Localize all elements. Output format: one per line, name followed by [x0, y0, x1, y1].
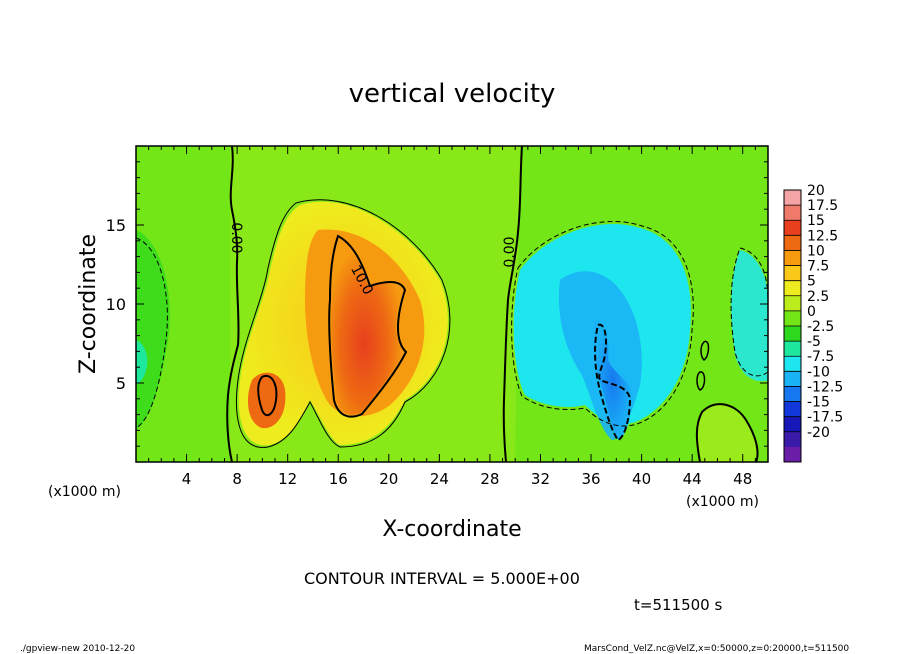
colorbar-label: 20 — [807, 183, 825, 199]
colorbar-segment — [784, 416, 801, 433]
y-axis: 5 10 15 — [106, 161, 768, 447]
colorbar-label: -2.5 — [807, 319, 834, 335]
contour-5-bottom-right — [695, 403, 759, 462]
contour-10 — [328, 234, 408, 418]
x-tick-label: 28 — [480, 470, 499, 488]
x-tick-label: 40 — [632, 470, 651, 488]
colorbar-segment — [784, 326, 801, 342]
colorbar-label: -20 — [807, 425, 830, 441]
contour-small-2 — [700, 340, 710, 361]
x-tick-label: 48 — [733, 470, 752, 488]
colorbar-label: -7.5 — [807, 349, 834, 365]
contour-label-zero-mid: 0.00 — [502, 236, 518, 267]
colorbar-label: 12.5 — [807, 228, 838, 244]
colorbar-segment — [784, 295, 801, 312]
x-tick-label: 20 — [379, 470, 398, 488]
y-tick-label: 5 — [116, 374, 126, 393]
footer-right: MarsCond_VelZ.nc@VelZ,x=0:50000,z=0:2000… — [584, 644, 849, 654]
colorbar-label: -12.5 — [807, 379, 843, 395]
x-unit-label-right: (x1000 m) — [686, 494, 759, 510]
plot-area: 0.00 10.0 0.00 — [136, 146, 768, 462]
x-tick-label: 32 — [531, 470, 550, 488]
colorbar-segment — [784, 205, 801, 221]
bottom-right-updraft — [697, 405, 757, 462]
colorbar-label: 15 — [807, 213, 825, 229]
x-tick-label: 36 — [581, 470, 600, 488]
colorbar-segment — [784, 250, 801, 267]
colorbar-label: 2.5 — [807, 289, 829, 305]
colorbar-label: -5 — [807, 334, 821, 350]
colorbar-segment — [784, 190, 801, 206]
y-axis-label: Z-coordinate — [76, 234, 101, 374]
colorbar-label: -10 — [807, 364, 830, 380]
colorbar-segment — [784, 446, 801, 463]
x-tick-label: 8 — [232, 470, 242, 488]
zero-contour-mid — [502, 146, 523, 462]
x-unit-label-left: (x1000 m) — [48, 484, 121, 500]
colorbar: 2017.51512.5107.552.50-2.5-5-7.5-10-12.5… — [783, 183, 843, 463]
y-tick-label: 10 — [106, 295, 126, 314]
colorbar-label: 10 — [807, 243, 825, 259]
contour-minus5 — [511, 221, 694, 427]
downdraft-core — [593, 319, 632, 440]
right-edge-downdraft — [731, 250, 768, 382]
colorbar-segment — [784, 265, 801, 282]
colorbar-segment — [784, 371, 801, 387]
colorbar-segment — [784, 341, 801, 357]
colorbar-label: 7.5 — [807, 259, 829, 275]
zero-contour-left — [226, 146, 240, 462]
time-label: t=511500 s — [634, 596, 722, 614]
x-axis: 4 8 12 16 20 24 28 32 36 40 44 48 — [148, 146, 756, 488]
x-tick-label: 12 — [278, 470, 297, 488]
x-axis-label: X-coordinate — [382, 517, 521, 542]
colorbar-segment — [784, 220, 801, 236]
colorbar-label: 0 — [807, 304, 816, 320]
colorbar-label: -17.5 — [807, 410, 843, 426]
contour-interval: CONTOUR INTERVAL = 5.000E+00 — [304, 569, 580, 588]
colorbar-segment — [784, 356, 801, 372]
contour-small-1 — [696, 371, 706, 391]
colorbar-segment — [784, 386, 801, 403]
contour-10-secondary — [257, 374, 278, 417]
colorbar-segment — [784, 280, 801, 297]
x-tick-label: 24 — [430, 470, 449, 488]
y-tick-label: 15 — [106, 216, 126, 235]
colorbar-label: -15 — [807, 395, 830, 411]
colorbar-label: 17.5 — [807, 198, 838, 214]
colorbar-label: 5 — [807, 274, 816, 290]
contour-minus10 — [594, 323, 632, 442]
contour-label-zero-left: 0.00 — [228, 222, 244, 253]
colorbar-segment — [784, 401, 801, 418]
x-tick-label: 44 — [683, 470, 702, 488]
colorbar-segment — [784, 431, 801, 448]
footer-left: ./gpview-new 2010-12-20 — [20, 644, 135, 654]
colorbar-segment — [784, 235, 801, 251]
chart-title: vertical velocity — [349, 79, 556, 109]
colorbar-segment — [784, 310, 801, 327]
x-tick-label: 4 — [182, 470, 192, 488]
x-tick-label: 16 — [329, 470, 348, 488]
contour-5 — [236, 199, 451, 448]
left-downdraft-region — [136, 230, 170, 430]
contour-minus5-left — [136, 237, 168, 429]
